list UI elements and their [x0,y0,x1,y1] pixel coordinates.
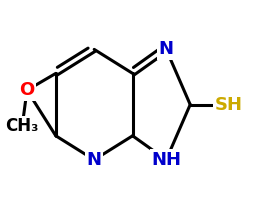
Text: SH: SH [215,96,243,114]
Text: CH₃: CH₃ [6,117,39,135]
Text: N: N [87,151,102,169]
Text: O: O [19,81,35,99]
Text: N: N [159,40,174,58]
Text: NH: NH [151,151,181,169]
